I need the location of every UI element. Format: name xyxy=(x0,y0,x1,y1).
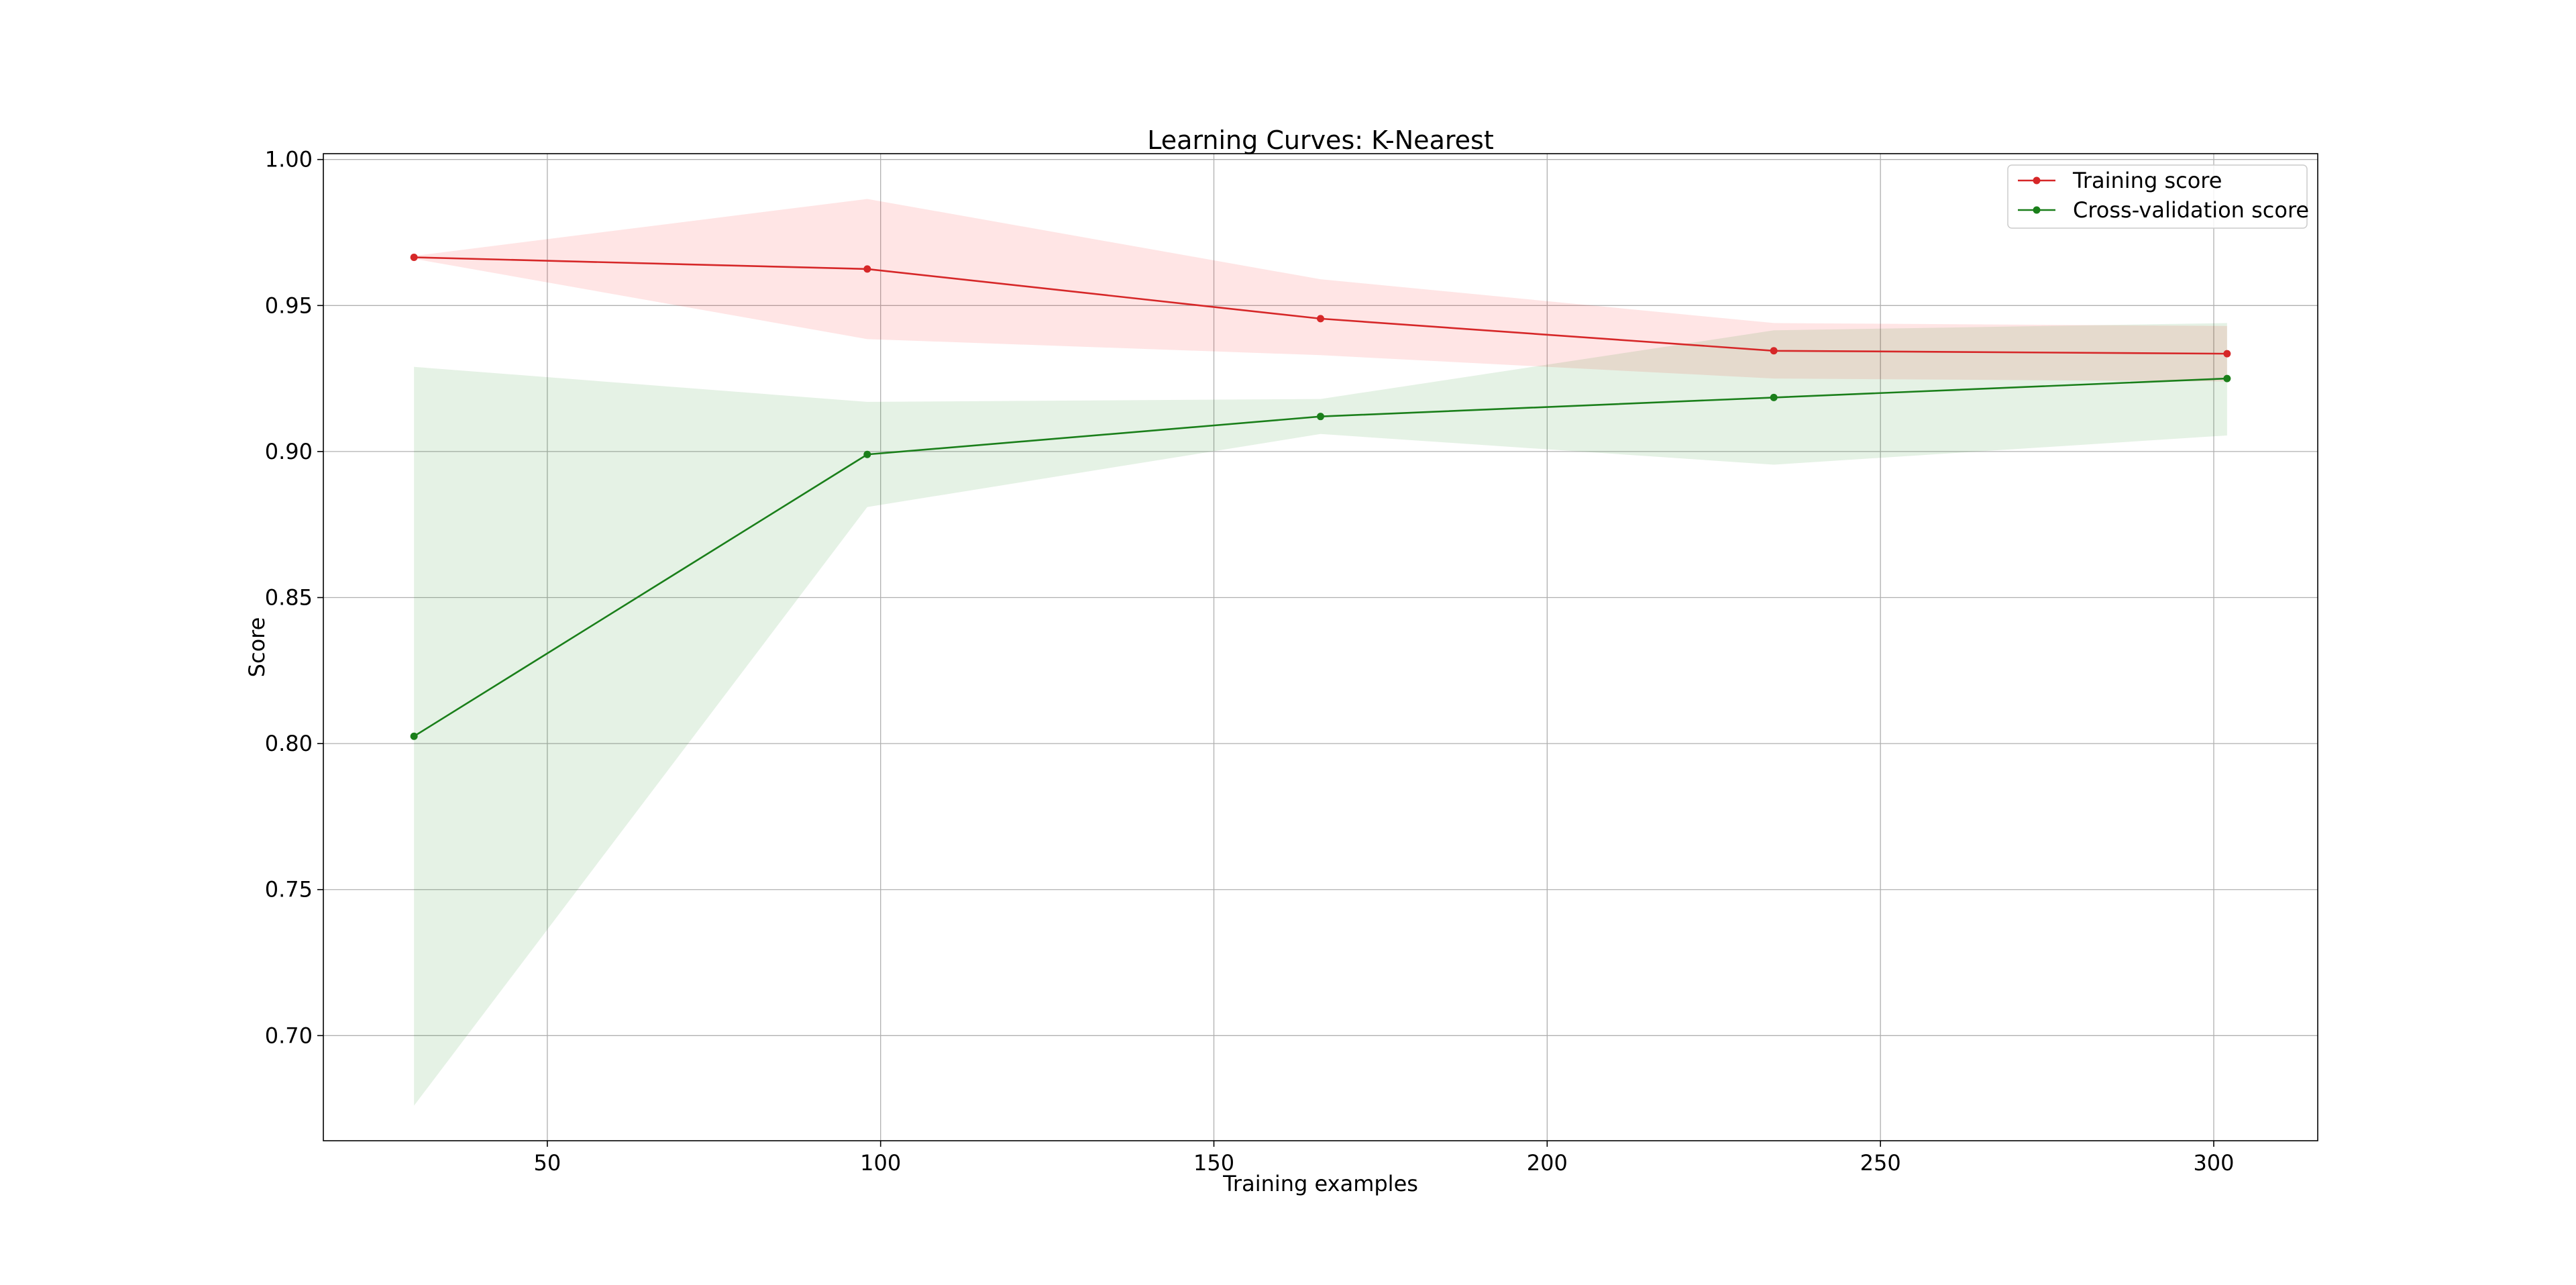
x-tick-label-200: 200 xyxy=(1527,1150,1568,1176)
training-score-point-166 xyxy=(1317,315,1324,323)
grid-lines xyxy=(323,154,2318,1141)
training-score-point-302 xyxy=(2223,350,2231,358)
chart-title: Learning Curves: K-Nearest xyxy=(1147,125,1493,155)
legend-marker-cross-validation xyxy=(2033,206,2041,214)
cross-validation-score-point-166 xyxy=(1317,413,1324,421)
confidence-bands xyxy=(414,199,2227,1106)
x-tick-label-150: 150 xyxy=(1193,1150,1234,1176)
x-axis-label: Training examples xyxy=(1222,1171,1418,1196)
legend-label-cross-validation: Cross-validation score xyxy=(2073,197,2309,223)
training-score-band xyxy=(414,199,2227,382)
y-axis-label: Score xyxy=(244,617,270,678)
legend-box xyxy=(2007,164,2308,229)
cross-validation-score-point-302 xyxy=(2223,374,2231,382)
y-tick-label-0.90: 0.90 xyxy=(265,439,313,464)
x-tick-label-100: 100 xyxy=(860,1150,901,1176)
y-tick-label-0.80: 0.80 xyxy=(265,731,313,756)
training-score-point-30 xyxy=(410,253,418,261)
legend: Training score Cross-validation score xyxy=(2007,164,2309,229)
series-points xyxy=(410,253,2231,740)
y-tick-label-0.85: 0.85 xyxy=(265,585,313,611)
cross-validation-score-band xyxy=(414,323,2227,1106)
x-tick-label-250: 250 xyxy=(1860,1150,1901,1176)
y-tick-label-0.70: 0.70 xyxy=(265,1023,313,1048)
y-tick-label-0.75: 0.75 xyxy=(265,877,313,903)
y-tick-label-0.95: 0.95 xyxy=(265,293,313,318)
training-score-point-98 xyxy=(863,265,871,273)
x-tick-label-50: 50 xyxy=(534,1150,561,1176)
legend-label-training: Training score xyxy=(2072,168,2222,193)
cross-validation-score-point-30 xyxy=(410,732,418,740)
axis-ticks: 50 100 150 200 250 300 0.70 0.75 0.80 0.85 0.90 0.9… xyxy=(265,147,2235,1176)
y-tick-label-1.00: 1.00 xyxy=(265,147,313,172)
plot-frame xyxy=(323,153,2318,1141)
cross-validation-score-point-234 xyxy=(1770,393,1778,401)
cross-validation-score-point-98 xyxy=(863,450,871,458)
x-tick-label-300: 300 xyxy=(2193,1150,2234,1176)
legend-marker-training xyxy=(2033,176,2041,185)
training-score-point-234 xyxy=(1770,347,1778,355)
